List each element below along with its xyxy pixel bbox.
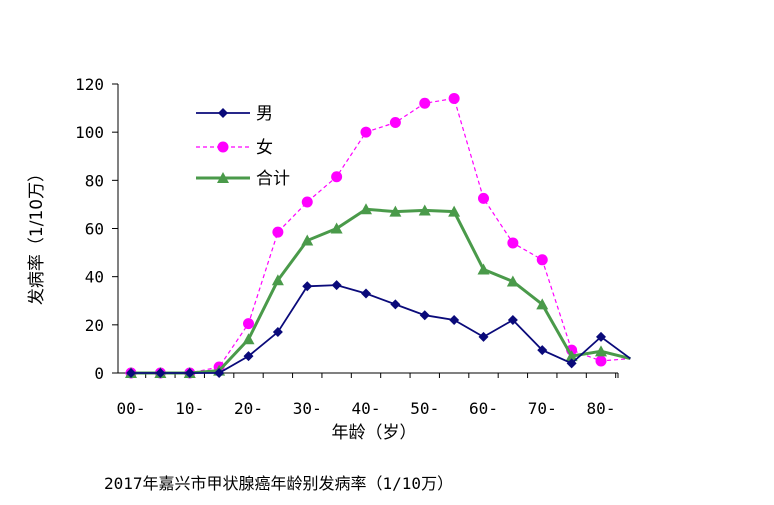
data-point — [565, 350, 578, 362]
legend-item: 女 — [196, 138, 273, 158]
x-tick-label: 40- — [352, 399, 381, 418]
data-point — [448, 92, 460, 104]
y-tick-label: 100 — [75, 123, 104, 142]
data-point — [218, 108, 228, 118]
series-female — [125, 92, 631, 379]
data-point — [242, 333, 255, 345]
data-point — [389, 117, 401, 129]
y-axis: 0 20 40 60 80 100 120 — [75, 75, 119, 383]
x-axis-title: 年龄（岁） — [332, 423, 417, 443]
series-line — [131, 97, 631, 374]
data-point — [243, 318, 254, 330]
y-tick-label: 120 — [75, 75, 104, 94]
x-tick-label: 20- — [234, 399, 263, 418]
x-tick-label: 80- — [587, 399, 616, 418]
legend-item: 男 — [196, 104, 273, 124]
y-tick-label: 20 — [85, 316, 104, 335]
data-point — [506, 275, 519, 287]
legend-item: 合计 — [196, 169, 290, 189]
chart-title: 2017年嘉兴市甲状腺癌年龄别发病率（1/10万） — [104, 474, 454, 493]
data-point — [331, 171, 343, 183]
data-point — [537, 345, 548, 356]
x-tick-label: 60- — [469, 399, 498, 418]
data-point — [301, 234, 314, 246]
x-tick-label: 00- — [117, 399, 146, 418]
data-point — [448, 205, 461, 217]
data-point — [419, 97, 431, 109]
data-point — [271, 274, 284, 286]
series-total — [125, 203, 631, 378]
x-tick-label: 10- — [175, 399, 204, 418]
data-point — [418, 204, 431, 216]
data-point — [272, 327, 283, 338]
data-point — [449, 315, 460, 326]
y-tick-label: 40 — [85, 268, 104, 287]
data-point — [566, 358, 577, 369]
data-point — [330, 222, 343, 234]
data-point — [536, 254, 548, 266]
data-point — [272, 226, 284, 238]
x-tick-label: 30- — [293, 399, 322, 418]
data-point — [419, 310, 430, 321]
data-point — [595, 355, 607, 367]
data-point — [390, 299, 401, 310]
data-point — [155, 368, 166, 378]
x-axis: 00- 10- 20- 30- 40- 50- 60- 70- 80- — [117, 372, 619, 418]
series-line — [131, 207, 631, 375]
data-point — [184, 368, 195, 378]
x-tick-label: 50- — [410, 399, 439, 418]
plot-series — [125, 92, 631, 379]
data-point — [507, 237, 519, 249]
data-point — [126, 368, 136, 378]
series-male — [126, 280, 631, 378]
data-point — [217, 172, 229, 183]
y-tick-label: 60 — [85, 220, 104, 239]
legend-label: 男 — [256, 104, 273, 124]
data-point — [301, 196, 313, 208]
legend-label: 合计 — [256, 169, 290, 189]
data-point — [595, 345, 607, 357]
y-tick-label: 0 — [94, 364, 104, 383]
data-point — [331, 280, 342, 291]
line-chart: 0 20 40 60 80 100 120 00- 10- 20- 30- 40- 50- 60- 70-… — [27, 75, 631, 443]
data-point — [360, 203, 372, 215]
legend-label: 女 — [256, 138, 273, 158]
data-point — [217, 141, 229, 153]
data-point — [361, 288, 371, 299]
data-point — [243, 351, 254, 362]
data-point — [478, 331, 489, 342]
y-axis-title: 发病率（1/10万） — [27, 165, 47, 305]
data-point — [507, 315, 518, 326]
data-point — [477, 263, 490, 275]
data-point — [360, 126, 372, 138]
data-point — [596, 331, 606, 342]
x-tick-label: 70- — [528, 399, 557, 418]
data-point — [302, 281, 313, 292]
y-tick-label: 80 — [85, 171, 104, 190]
data-point — [389, 205, 402, 217]
data-point — [214, 368, 225, 378]
data-point — [478, 192, 489, 204]
data-point — [536, 298, 549, 310]
